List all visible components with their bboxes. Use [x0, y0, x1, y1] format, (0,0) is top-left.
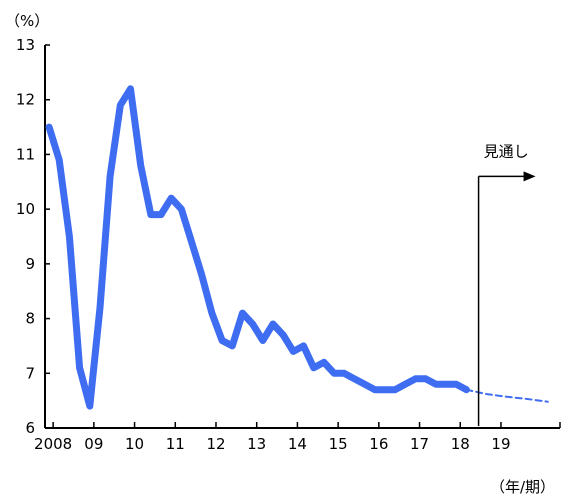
x-unit-label: （年/期）	[490, 478, 555, 496]
actual-data-point	[252, 324, 253, 325]
actual-data-point	[334, 373, 335, 374]
y-unit-label: （%）	[5, 12, 49, 30]
actual-data-point	[456, 384, 457, 385]
actual-data-point	[446, 384, 447, 385]
forecast-label: 見通し	[484, 142, 529, 160]
actual-data-point	[211, 313, 212, 314]
y-tick-label: 13	[16, 36, 35, 54]
actual-series-line	[45, 85, 470, 410]
actual-data-point	[344, 373, 345, 374]
actual-data-point	[222, 340, 223, 341]
actual-data-point	[120, 105, 121, 106]
actual-data-point	[283, 335, 284, 336]
x-tick-label: 13	[247, 435, 266, 453]
actual-data-point	[405, 384, 406, 385]
actual-data-point	[415, 378, 416, 379]
actual-data-point	[273, 324, 274, 325]
actual-data-point	[89, 406, 90, 407]
actual-data-point	[181, 209, 182, 210]
actual-data-point	[150, 214, 151, 215]
x-tick-label: 17	[410, 435, 429, 453]
actual-data-point	[100, 307, 101, 308]
arrow-right-icon	[523, 171, 536, 182]
actual-data-point	[110, 176, 111, 177]
y-tick-label: 10	[16, 200, 35, 218]
actual-data-point	[69, 236, 70, 237]
actual-data-point	[384, 389, 385, 390]
y-tick-label: 11	[16, 145, 35, 163]
actual-data-point	[232, 345, 233, 346]
forecast-data-point	[507, 396, 508, 397]
actual-data-point	[293, 351, 294, 352]
y-tick-label: 7	[25, 364, 35, 382]
actual-data-point	[313, 367, 314, 368]
x-tick-label: 10	[125, 435, 144, 453]
actual-data-point	[191, 242, 192, 243]
forecast-data-point	[547, 401, 548, 402]
actual-data-point	[49, 127, 50, 128]
forecast-series-line	[465, 388, 549, 403]
actual-data-point	[323, 362, 324, 363]
y-axis: 6 7 8 9 10 11 12 13	[16, 36, 50, 437]
actual-data-point	[79, 367, 80, 368]
y-tick-label: 8	[25, 310, 35, 328]
actual-data-point	[303, 345, 304, 346]
forecast-data-point	[466, 389, 467, 390]
actual-data-point	[161, 214, 162, 215]
x-tick-label: 14	[288, 435, 307, 453]
actual-data-point	[242, 313, 243, 314]
x-tick-label: 15	[329, 435, 348, 453]
actual-data-point	[59, 159, 60, 160]
x-tick-label: 09	[84, 435, 103, 453]
x-axis: 2008 09 10 11 12 13 14 15 16 17 18 19	[34, 422, 561, 453]
actual-data-point	[364, 384, 365, 385]
actual-data-point	[425, 378, 426, 379]
actual-data-point	[130, 88, 131, 89]
forecast-data-point	[527, 399, 528, 400]
actual-data-point	[395, 389, 396, 390]
actual-data-point	[354, 378, 355, 379]
x-tick-label: 12	[206, 435, 225, 453]
actual-data-point	[262, 340, 263, 341]
forecast-data-point	[486, 394, 487, 395]
x-tick-label: 16	[369, 435, 388, 453]
actual-data-point	[140, 165, 141, 166]
actual-data-point	[171, 198, 172, 199]
actual-data-point	[201, 274, 202, 275]
y-tick-label: 12	[16, 91, 35, 109]
x-tick-label: 19	[491, 435, 510, 453]
y-tick-label: 6	[25, 419, 35, 437]
x-tick-label: 11	[166, 435, 185, 453]
x-tick-label: 2008	[34, 435, 72, 453]
actual-data-point	[435, 384, 436, 385]
series-layer	[45, 85, 549, 410]
actual-data-point	[374, 389, 375, 390]
x-tick-label: 18	[451, 435, 470, 453]
forecast-annotation: 見通し	[477, 142, 536, 426]
y-tick-label: 9	[25, 255, 35, 273]
